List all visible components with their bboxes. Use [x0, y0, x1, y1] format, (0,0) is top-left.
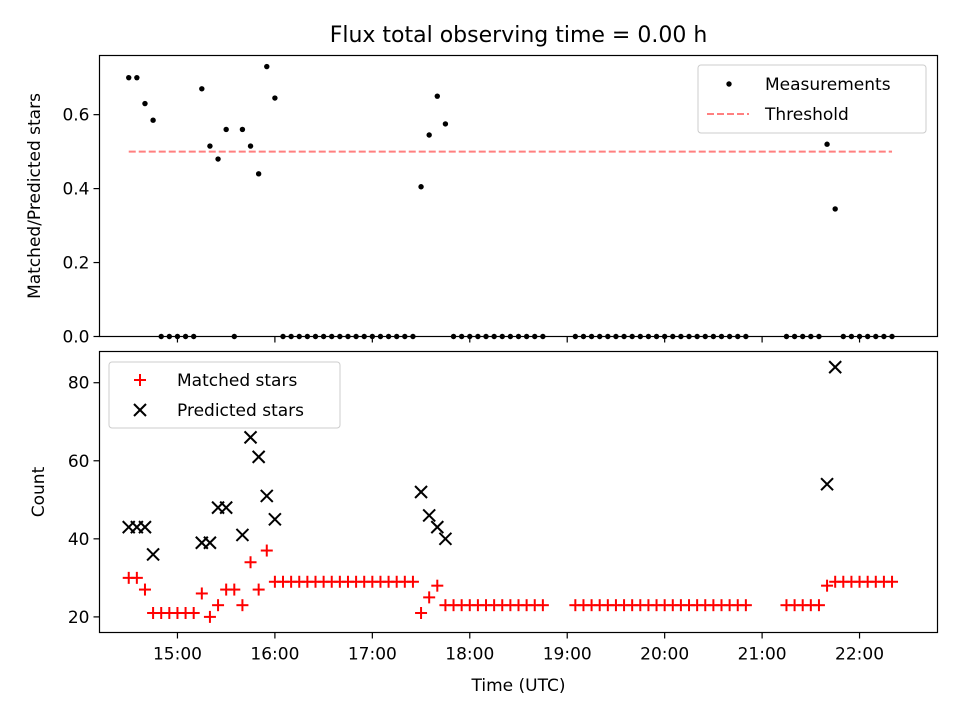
x-tick-label: 21:00: [738, 645, 787, 665]
measurement-point: [824, 141, 830, 147]
measurement-point: [434, 93, 440, 99]
legend-matched-label: Matched stars: [177, 371, 297, 391]
predicted-star-point: [268, 512, 282, 527]
top-legend: Measurements Threshold: [697, 64, 927, 134]
top-y-tick-label: 0.4: [62, 180, 89, 200]
matched-star-point: [252, 583, 265, 596]
predicted-star-point: [820, 477, 834, 491]
matched-star-point: [260, 544, 273, 557]
measurement-point: [426, 132, 432, 138]
predicted-star-point: [828, 360, 842, 374]
measurement-point: [272, 95, 278, 101]
top-x-ticks: [176, 336, 861, 343]
matched-star-point: [236, 599, 249, 612]
measurement-point: [832, 206, 838, 212]
bottom-legend: Matched stars Predicted stars: [108, 361, 341, 429]
measurement-point: [442, 121, 449, 127]
legend-measurements-marker: [726, 81, 732, 87]
x-tick-label: 15:00: [153, 645, 202, 665]
top-y-ticks: 0.0 0.2 0.4 0.6: [62, 106, 100, 348]
predicted-star-point: [260, 489, 274, 503]
measurement-point: [207, 143, 213, 149]
top-legend-box: [697, 64, 927, 134]
predicted-star-point: [138, 520, 152, 534]
measurement-point: [199, 86, 205, 92]
bottom-x-ticks: 15:00 16:00 17:00 18:00 19:00 20:00 21:00 22:00: [153, 632, 884, 665]
matched-star-point: [821, 579, 834, 592]
measurement-point: [223, 126, 229, 133]
matched-star-point: [138, 583, 151, 596]
matched-star-point: [130, 571, 143, 584]
matched-star-point: [886, 575, 899, 588]
legend-predicted-label: Predicted stars: [177, 401, 304, 421]
x-axis-label: Time (UTC): [471, 676, 566, 696]
predicted-star-point: [422, 508, 436, 523]
bottom-y-tick-label: 20: [68, 608, 90, 628]
predicted-star-point: [438, 532, 453, 546]
x-tick-label: 20:00: [640, 645, 689, 665]
bottom-y-tick-label: 40: [68, 530, 90, 550]
bottom-legend-box: [108, 361, 341, 429]
bottom-plot-marks: [122, 360, 899, 623]
top-y-axis-label: Matched/Predicted stars: [25, 93, 45, 299]
measurement-point: [247, 143, 254, 149]
matched-star-point: [812, 599, 825, 612]
matched-star-point: [431, 579, 444, 592]
matched-star-point: [195, 587, 208, 600]
top-panel: 0.0 0.2 0.4 0.6 Matched/Predicted stars Mea…: [25, 54, 939, 348]
legend-predicted-marker: [133, 403, 147, 417]
matched-star-point: [187, 606, 200, 619]
x-tick-label: 16:00: [250, 645, 299, 665]
bottom-y-axis-label: Count: [29, 466, 49, 517]
predicted-star-point: [146, 547, 160, 562]
matched-star-point: [244, 556, 257, 569]
legend-measurements-label: Measurements: [765, 75, 891, 95]
measurement-point: [239, 126, 246, 133]
chart-title: Flux total observing time = 0.00 h: [330, 23, 708, 48]
predicted-star-point: [414, 485, 428, 499]
predicted-star-point: [235, 528, 250, 542]
measurement-point: [255, 171, 262, 177]
bottom-panel: 20 40 60 80 15:00 16:00 17:00 18:00 19:00 20:00 2…: [29, 350, 939, 696]
predicted-star-point: [243, 430, 258, 445]
measurement-point: [126, 74, 132, 81]
matched-star-point: [536, 599, 549, 612]
x-tick-label: 22:00: [835, 645, 884, 665]
predicted-star-point: [251, 450, 266, 464]
top-y-tick-label: 0.6: [62, 106, 89, 126]
bottom-y-ticks: 20 40 60 80: [68, 374, 100, 628]
legend-threshold-label: Threshold: [764, 105, 849, 125]
x-tick-label: 17:00: [348, 645, 397, 665]
top-y-tick-label: 0.0: [62, 328, 89, 348]
matched-star-point: [415, 606, 428, 619]
predicted-star-point: [203, 536, 217, 550]
predicted-star-point: [219, 500, 233, 515]
matched-star-point: [228, 583, 241, 596]
measurement-point: [418, 184, 424, 190]
bottom-y-tick-label: 80: [68, 374, 90, 394]
matched-star-point: [423, 591, 436, 604]
matched-star-point: [739, 599, 752, 612]
measurement-point: [264, 63, 270, 70]
measurement-point: [142, 100, 148, 107]
x-tick-label: 19:00: [543, 645, 592, 665]
measurement-point: [215, 156, 221, 162]
measurement-point: [134, 74, 140, 81]
top-y-tick-label: 0.2: [62, 254, 89, 274]
matched-star-point: [212, 599, 225, 612]
matched-star-point: [406, 575, 419, 588]
x-tick-label: 18:00: [445, 645, 494, 665]
top-axes-frame: [98, 54, 939, 338]
measurement-point: [150, 117, 156, 123]
legend-matched-marker: [134, 374, 146, 386]
predicted-star-point: [430, 520, 445, 534]
bottom-axes-frame: [98, 350, 939, 634]
bottom-y-tick-label: 60: [68, 452, 90, 472]
matched-star-point: [203, 610, 216, 623]
